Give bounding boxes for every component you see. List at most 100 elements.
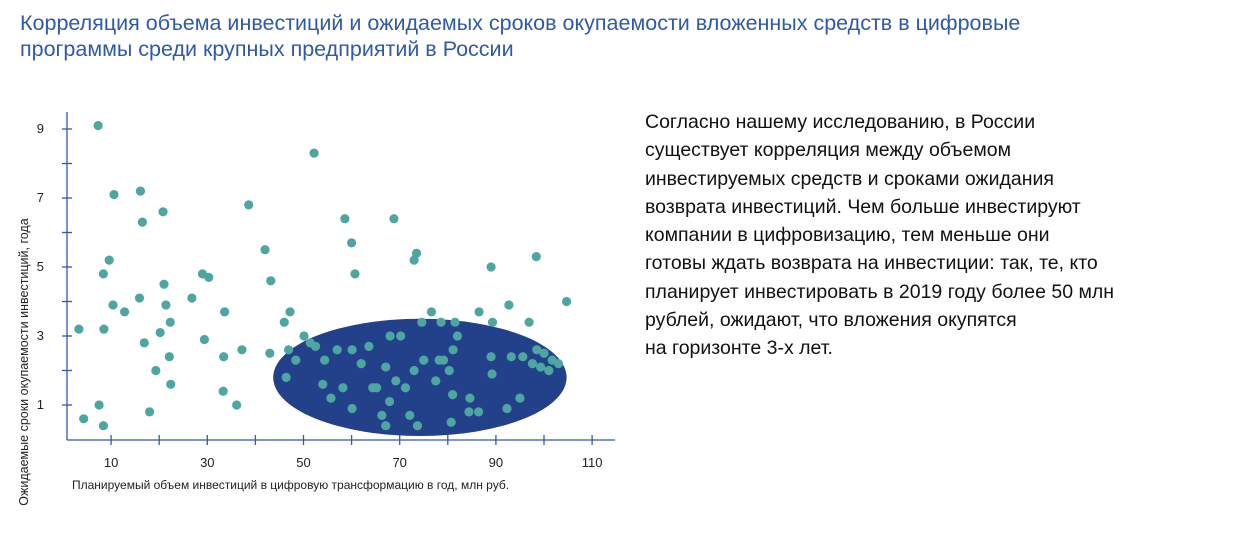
data-point: [486, 352, 496, 362]
description-line: готовы ждать возврата на инвестиции: так…: [645, 252, 1098, 275]
data-point: [562, 296, 572, 307]
data-point: [364, 341, 374, 351]
data-point: [347, 403, 357, 414]
data-point: [539, 348, 549, 358]
data-point: [409, 365, 419, 376]
y-tick-label: 1: [36, 397, 44, 412]
data-point: [532, 345, 542, 355]
data-point: [527, 359, 538, 369]
data-point: [347, 238, 357, 248]
description-line: рублей, ожидают, что вложения окупятся: [645, 309, 1017, 332]
x-tick-label: 30: [200, 455, 215, 470]
data-point: [409, 255, 419, 265]
data-point: [448, 390, 458, 400]
data-point: [310, 341, 321, 351]
data-point: [285, 307, 295, 317]
data-point: [553, 359, 564, 369]
data-point: [448, 345, 458, 355]
data-point: [134, 293, 145, 303]
description-line: инвестируемых средств и сроками ожидания: [645, 167, 1054, 190]
description-line: на горизонте 3-х лет.: [645, 337, 833, 360]
data-point: [487, 369, 497, 379]
data-point: [464, 407, 474, 417]
data-point: [318, 379, 328, 389]
data-point: [381, 362, 391, 372]
data-point: [350, 269, 360, 279]
data-point: [536, 362, 546, 372]
data-point: [531, 252, 541, 262]
data-point: [151, 365, 161, 376]
data-point: [326, 393, 336, 403]
data-point: [320, 355, 330, 365]
chart-title: Корреляция объема инвестиций и ожидаемых…: [20, 10, 1220, 62]
data-point: [411, 248, 422, 258]
data-point: [438, 355, 449, 365]
data-point: [309, 148, 319, 158]
data-point: [450, 317, 460, 327]
chart-title-line-2: программы среди крупных предприятий в Ро…: [20, 37, 514, 61]
y-axis-label: Ожидаемые сроки окупаемости инвестиций, …: [17, 218, 31, 506]
x-tick-label: 50: [296, 455, 311, 470]
x-tick-label: 90: [488, 455, 504, 470]
x-tick-label: 70: [392, 455, 407, 470]
data-point: [119, 307, 130, 317]
data-point: [232, 400, 242, 410]
data-point: [299, 331, 309, 341]
y-tick-label: 5: [36, 259, 44, 274]
data-point: [104, 255, 114, 265]
data-point: [487, 317, 498, 327]
data-point: [265, 348, 275, 358]
data-point: [164, 352, 174, 362]
data-point: [220, 307, 230, 317]
description-line: существует корреляция между объемом: [645, 139, 1011, 162]
data-point: [419, 355, 429, 365]
data-point: [137, 217, 147, 227]
data-point: [98, 421, 109, 431]
data-point: [283, 345, 294, 355]
description-paragraph: Согласно нашему исследованию, в России су…: [645, 108, 1225, 363]
data-point: [431, 376, 441, 386]
data-point: [405, 410, 415, 420]
data-point: [465, 393, 475, 403]
data-point: [155, 327, 165, 338]
data-point: [79, 414, 89, 424]
description-line: компании в цифровизацию, тем меньше они: [645, 224, 1050, 247]
data-point: [244, 200, 254, 210]
data-point: [385, 331, 395, 341]
data-point: [158, 207, 168, 217]
data-point: [99, 324, 109, 334]
data-point: [159, 279, 169, 289]
data-point: [486, 262, 496, 272]
data-point: [474, 307, 484, 317]
y-tick-label: 9: [36, 121, 44, 136]
data-point: [187, 293, 197, 303]
data-point: [260, 245, 270, 255]
data-point: [377, 410, 387, 420]
x-tick-label: 110: [581, 455, 603, 470]
data-point: [417, 317, 427, 327]
data-point: [218, 386, 228, 396]
data-point: [356, 359, 366, 369]
data-point: [94, 400, 104, 410]
data-point: [291, 355, 301, 365]
data-point: [347, 345, 357, 355]
data-point: [504, 300, 514, 310]
data-point: [452, 331, 463, 341]
data-point: [279, 317, 289, 327]
description-line: возврата инвестиций. Чем больше инвестир…: [645, 195, 1081, 218]
data-point: [381, 421, 391, 431]
data-point: [281, 372, 291, 382]
description-line: Согласно нашему исследованию, в России: [645, 111, 1036, 133]
y-tick-label: 7: [36, 190, 44, 205]
data-point: [74, 324, 84, 334]
data-point: [93, 120, 103, 131]
data-point: [412, 421, 423, 431]
x-tick-label: 10: [103, 455, 119, 470]
data-point: [135, 186, 146, 196]
data-point: [165, 317, 175, 327]
data-point: [389, 214, 399, 224]
data-point: [446, 417, 456, 427]
chart-title-line-1: Корреляция объема инвестиций и ожидаемых…: [20, 11, 1021, 35]
data-point: [219, 352, 229, 362]
data-point: [444, 365, 454, 376]
